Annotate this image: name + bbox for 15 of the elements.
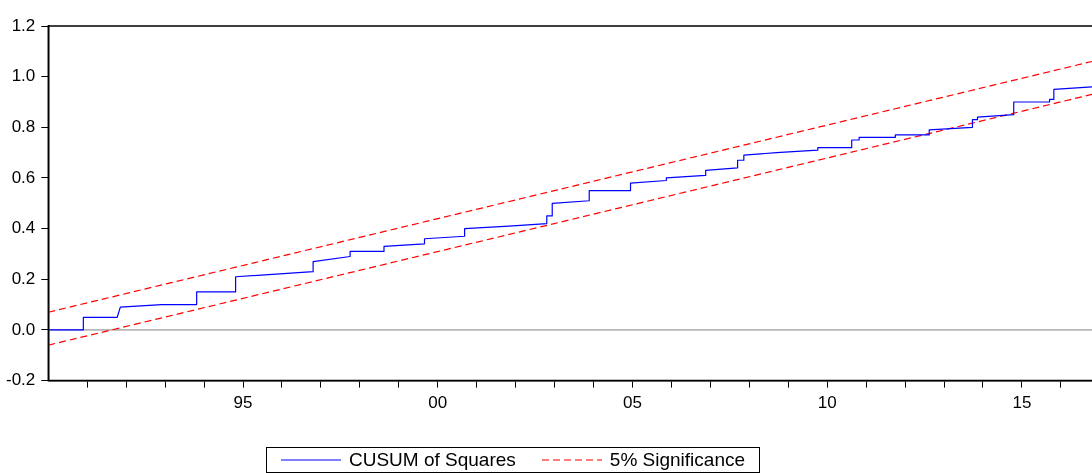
legend-label: CUSUM of Squares — [349, 449, 516, 471]
x-tick-label: 10 — [817, 393, 837, 413]
y-tick-label: 0.6 — [11, 167, 36, 187]
y-tick-label: 0.4 — [11, 218, 36, 238]
y-tick-label: -0.2 — [6, 370, 36, 390]
y-tick-label: 0.0 — [11, 319, 36, 339]
x-tick-label: 05 — [623, 393, 642, 413]
x-tick-label: 95 — [233, 393, 253, 413]
x-tick-label: 00 — [428, 393, 448, 413]
x-tick-label: 15 — [1012, 393, 1032, 413]
y-tick-label: 0.8 — [11, 117, 36, 136]
y-tick-label: 1.2 — [11, 15, 36, 35]
y-tick-label: 0.2 — [11, 268, 36, 288]
legend-label: 5% Significance — [609, 449, 746, 471]
y-tick-label: 1.0 — [11, 66, 36, 86]
